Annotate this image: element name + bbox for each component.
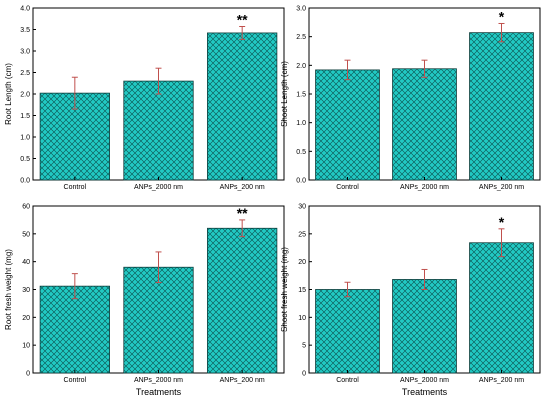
charts-group: 0.0 0.5 1.0 1.5 2.0 2.5 3.0 3.5 4.0 Root Length (… [4, 6, 541, 397]
significance-marker: * [499, 214, 505, 230]
x-axis-label: Treatments [136, 387, 182, 397]
x-tick-label: ANPs_200 nm [220, 377, 265, 384]
y-tick-label: 40 [22, 259, 30, 266]
x-tick-label: ANPs_200 nm [479, 184, 524, 191]
y-tick-label: 60 [22, 204, 30, 211]
y-tick-label: 5 [302, 343, 306, 350]
chart-panel-3: 0 10 20 30 40 50 60 Root fresh weight (mg) Contr… [4, 204, 285, 397]
x-tick-label: ANPs_2000 nm [134, 184, 183, 191]
bar [469, 242, 534, 374]
x-tick-label: Control [64, 184, 87, 191]
y-tick-label: 3.0 [296, 6, 306, 13]
y-tick-label: 0 [26, 371, 30, 378]
y-tick-label: 2.5 [296, 34, 306, 41]
y-tick-label: 3.5 [20, 27, 30, 34]
y-tick-label: 2.0 [296, 63, 306, 70]
y-axis-label: Shoot Length (cm) [280, 61, 289, 127]
y-tick-label: 50 [22, 231, 30, 238]
y-tick-label: 3.0 [20, 49, 30, 56]
bar [315, 289, 380, 374]
bar [315, 69, 380, 181]
y-axis-label: Root Length (cm) [4, 63, 13, 125]
y-tick-label: 1.0 [296, 120, 306, 127]
y-tick-label: 0.0 [20, 178, 30, 185]
y-tick-label: 30 [298, 204, 306, 211]
chart-panel-2: 0.0 0.5 1.0 1.5 2.0 2.5 3.0 Shoot Length (cm) Co… [280, 6, 541, 191]
x-tick-label: ANPs_2000 nm [400, 377, 449, 384]
y-tick-label: 30 [22, 287, 30, 294]
bar [123, 266, 194, 374]
bar [123, 80, 194, 181]
y-tick-label: 1.5 [296, 92, 306, 99]
y-axis-label: Root fresh weight (mg) [4, 249, 13, 330]
y-tick-label: 10 [298, 315, 306, 322]
y-axis-label: Shoot fresh weight (mg) [280, 247, 289, 332]
significance-marker: ** [237, 11, 248, 27]
chart-panel-4: 0 5 10 15 20 25 30 Shoot fresh weight (mg) Contr… [280, 204, 541, 397]
y-tick-label: 2.5 [20, 70, 30, 77]
bar [392, 68, 457, 181]
y-tick-label: 1.0 [20, 135, 30, 142]
x-tick-label: Control [336, 377, 359, 384]
y-tick-label: 0.0 [296, 178, 306, 185]
x-tick-label: Control [64, 377, 87, 384]
y-tick-label: 4.0 [20, 6, 30, 13]
y-tick-label: 10 [22, 343, 30, 350]
chart-panel-1: 0.0 0.5 1.0 1.5 2.0 2.5 3.0 3.5 4.0 Root Length (… [4, 6, 285, 191]
bar [392, 279, 457, 374]
bar [469, 32, 534, 181]
y-tick-label: 2.0 [20, 92, 30, 99]
y-tick-label: 0 [302, 371, 306, 378]
y-tick-label: 0.5 [20, 156, 30, 163]
y-tick-label: 0.5 [296, 149, 306, 156]
significance-marker: * [499, 8, 505, 24]
y-tick-label: 25 [298, 231, 306, 238]
significance-marker: ** [237, 205, 248, 221]
x-tick-label: ANPs_200 nm [220, 184, 265, 191]
x-axis-label: Treatments [402, 387, 448, 397]
x-tick-label: ANPs_2000 nm [134, 377, 183, 384]
y-tick-label: 20 [22, 315, 30, 322]
y-tick-label: 20 [298, 259, 306, 266]
bar [39, 285, 110, 374]
y-tick-label: 15 [298, 287, 306, 294]
bar [207, 227, 278, 374]
x-tick-label: ANPs_2000 nm [400, 184, 449, 191]
y-tick-label: 1.5 [20, 113, 30, 120]
bar [207, 32, 278, 181]
x-tick-label: ANPs_200 nm [479, 377, 524, 384]
x-tick-label: Control [336, 184, 359, 191]
